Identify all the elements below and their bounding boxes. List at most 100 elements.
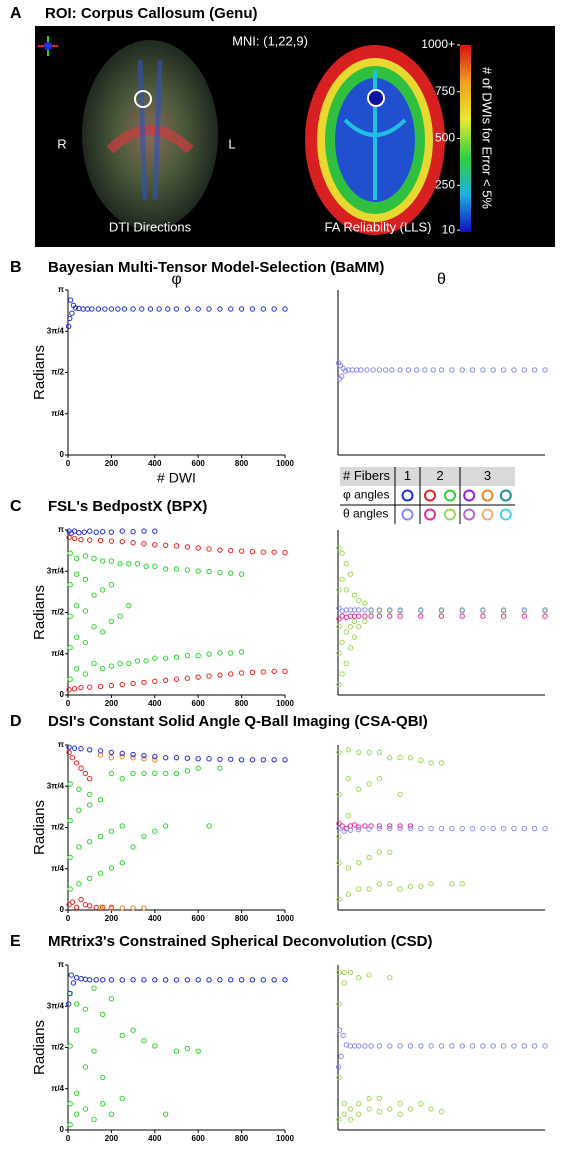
scatter-point <box>283 307 287 311</box>
scatter-point <box>340 577 344 581</box>
scatter-point <box>163 1112 167 1116</box>
scatter-point <box>74 975 78 979</box>
x-tick-label: 400 <box>148 699 162 708</box>
scatter-point <box>163 567 167 571</box>
scatter-point <box>120 861 124 865</box>
scatter-point <box>92 986 96 990</box>
scatter-point <box>439 614 443 618</box>
scatter-point <box>92 625 96 629</box>
colorbar-tick-label: 750 <box>435 84 455 98</box>
scatter-point <box>340 672 344 676</box>
scatter-point <box>229 978 233 982</box>
scatter-point <box>85 307 89 311</box>
scatter-point <box>450 1044 454 1048</box>
scatter-point <box>543 1044 547 1048</box>
scatter-point <box>377 750 381 754</box>
scatter-point <box>196 653 200 657</box>
scatter-point <box>543 826 547 830</box>
scatter-point <box>120 682 124 686</box>
scatter-point <box>398 792 402 796</box>
scatter-point <box>153 679 157 683</box>
scatter-point <box>388 614 392 618</box>
scatter-point <box>481 368 485 372</box>
scatter-point <box>70 900 74 904</box>
scatter-point <box>88 803 92 807</box>
scatter-point <box>398 1102 402 1106</box>
scatter-point <box>207 307 211 311</box>
y-tick-label: 0 <box>60 450 65 459</box>
legend-marker <box>464 491 474 501</box>
scatter-point <box>83 977 87 981</box>
x-tick-label: 600 <box>192 699 206 708</box>
scatter-point <box>352 635 356 639</box>
scatter-point <box>283 978 287 982</box>
scatter-point <box>239 671 243 675</box>
scatter-point <box>371 368 375 372</box>
scatter-point <box>369 614 373 618</box>
scatter-point <box>101 978 105 982</box>
scatter-point <box>77 882 81 886</box>
scatter-point <box>337 861 341 865</box>
scatter-point <box>174 655 178 659</box>
x-axis-label: # DWI <box>157 470 196 486</box>
scatter-point <box>408 884 412 888</box>
scatter-point <box>98 538 102 542</box>
scatter-point <box>388 975 392 979</box>
y-tick-label: 3π/4 <box>47 566 65 575</box>
scatter-point <box>377 1044 381 1048</box>
scatter-point <box>142 834 146 838</box>
legend-row-label: θ angles <box>343 507 388 521</box>
scatter-point <box>144 659 148 663</box>
scatter-point <box>377 882 381 886</box>
scatter-point <box>66 1002 70 1006</box>
scatter-point <box>68 298 72 302</box>
scatter-point <box>109 664 113 668</box>
scatter-point <box>344 588 348 592</box>
scatter-point <box>388 882 392 886</box>
scatter-point <box>470 826 474 830</box>
scatter-point <box>363 608 367 612</box>
scatter-point <box>337 682 341 686</box>
scatter-point <box>90 307 94 311</box>
scatter-point <box>336 1065 340 1069</box>
legend-marker <box>403 510 413 520</box>
scatter-point <box>429 761 433 765</box>
scatter-point <box>377 1109 381 1113</box>
scatter-point <box>346 748 350 752</box>
scatter-point <box>166 307 170 311</box>
scatter-point <box>68 583 72 587</box>
scatter-point <box>135 659 139 663</box>
scatter-point <box>522 614 526 618</box>
scatter-point <box>512 368 516 372</box>
legend-header: # Fibers <box>343 468 390 483</box>
scatter-point <box>239 650 243 654</box>
scatter-point <box>218 978 222 982</box>
scatter-point <box>460 614 464 618</box>
scatter-point <box>339 1054 343 1058</box>
scatter-point <box>118 561 122 565</box>
scatter-point <box>74 1002 78 1006</box>
legend-marker <box>464 510 474 520</box>
scatter-point <box>70 755 74 759</box>
side-label: R <box>57 136 66 151</box>
scatter-point <box>337 625 341 629</box>
scatter-point <box>185 1046 189 1050</box>
scatter-point <box>377 368 381 372</box>
scatter-point <box>79 685 83 689</box>
scatter-point <box>365 368 369 372</box>
scatter-point <box>77 531 81 535</box>
scatter-chart: Radians# DWI020040060080010000π/4π/23π/4… <box>31 285 294 486</box>
scatter-point <box>120 751 124 755</box>
legend-header: 3 <box>484 468 491 483</box>
scatter-point <box>346 813 350 817</box>
scatter-point <box>131 906 135 910</box>
scatter-point <box>69 973 73 977</box>
y-tick-label: 0 <box>60 690 65 699</box>
scatter-point <box>109 683 113 687</box>
panel-title: Bayesian Multi-Tensor Model-Selection (B… <box>48 259 384 276</box>
scatter-point <box>163 824 167 828</box>
scatter-point <box>460 826 464 830</box>
scatter-point <box>250 307 254 311</box>
scatter-point <box>142 529 146 533</box>
scatter-point <box>357 887 361 891</box>
